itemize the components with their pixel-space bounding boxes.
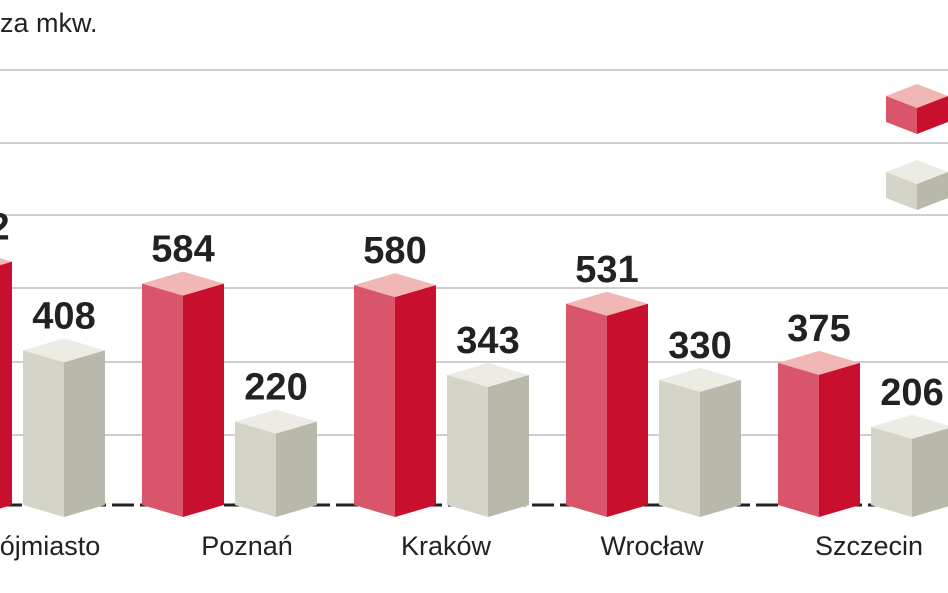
legend: [886, 84, 948, 210]
category-label: Wrocław: [600, 531, 704, 561]
value-label: 408: [32, 295, 95, 337]
value-label: 343: [456, 320, 519, 362]
category-label: Kraków: [401, 531, 492, 561]
value-label: 580: [363, 230, 426, 272]
value-label: 531: [575, 249, 638, 291]
bar-series1: [778, 350, 860, 517]
value-label: 375: [787, 308, 850, 350]
category-label: Poznań: [201, 531, 293, 561]
legend-swatch-series1: [886, 84, 948, 134]
bar-series2: [871, 414, 948, 517]
bar-series2: [235, 409, 317, 517]
legend-swatch-series2: [886, 160, 948, 210]
value-label: 584: [151, 229, 214, 271]
chart-subtitle: za mkw.: [0, 8, 98, 38]
bar-series1: [0, 258, 12, 509]
bar-series1: [142, 271, 224, 517]
category-label: Szczecin: [815, 531, 923, 561]
bar-series1: [566, 291, 648, 517]
category-labels: ójmiasto Poznań Kraków Wrocław Szczecin: [0, 531, 923, 561]
bar-series2: [447, 363, 529, 517]
bar-series2: [659, 367, 741, 517]
value-label: 2: [0, 207, 10, 249]
bar-series1: [354, 273, 436, 517]
value-labels: 2 584 580 531 375 408 220 343 330 206: [0, 207, 944, 414]
bar-series2: [23, 338, 105, 517]
category-label: ójmiasto: [0, 531, 100, 561]
value-label: 220: [244, 367, 307, 409]
value-label: 330: [668, 325, 731, 367]
bars: [0, 258, 948, 517]
value-label: 206: [880, 372, 943, 414]
